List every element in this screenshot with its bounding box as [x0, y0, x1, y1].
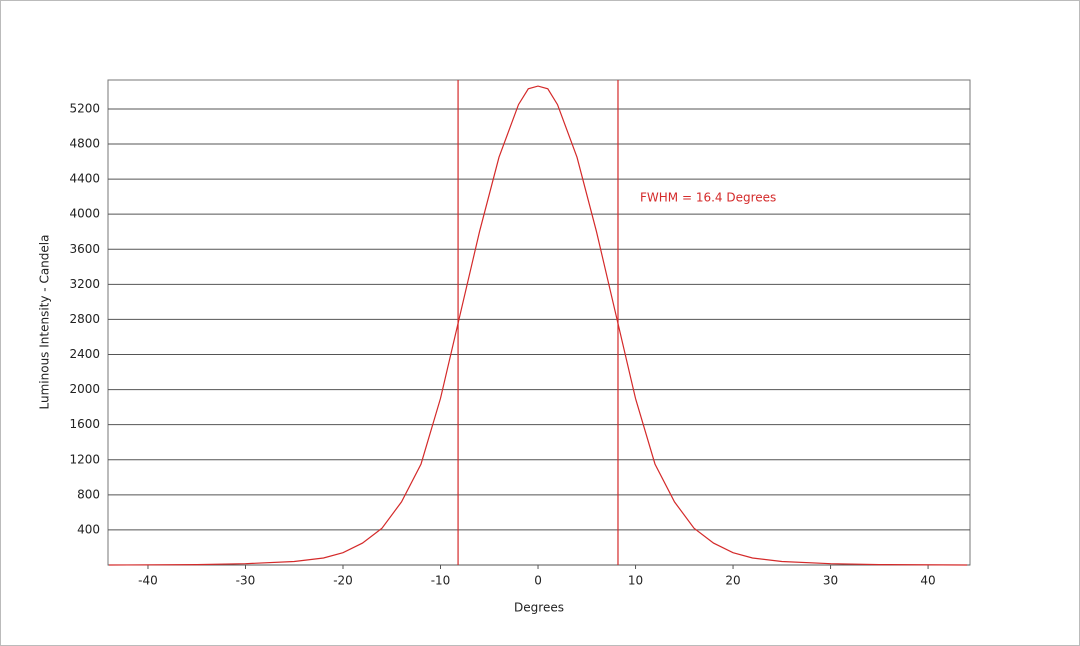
- y-tick-label: 2400: [69, 347, 100, 361]
- y-tick-label: 2000: [69, 382, 100, 396]
- curve: [108, 85, 968, 566]
- y-tick-label: 3200: [69, 277, 100, 291]
- x-tick-label: -40: [138, 574, 158, 588]
- x-tick-label: -10: [431, 574, 451, 588]
- y-tick-label: 5200: [69, 101, 100, 115]
- y-axis-label: Luminous Intensity - Candela: [38, 235, 52, 410]
- y-tick-label: 1600: [69, 417, 100, 431]
- y-tick-label: 4400: [69, 172, 100, 186]
- x-tick-label: 0: [534, 574, 542, 588]
- x-tick-label: -30: [236, 574, 256, 588]
- annotation: FWHM = 16.4 Degrees: [640, 191, 776, 205]
- x-tick-label: 10: [628, 574, 643, 588]
- x-axis-label: Degrees: [514, 601, 564, 615]
- y-tick-label: 2800: [69, 312, 100, 326]
- x-tick-label: -20: [333, 574, 353, 588]
- plot-area: [107, 79, 971, 566]
- y-tick-label: 4000: [69, 207, 100, 221]
- x-tick-label: 40: [920, 574, 935, 588]
- y-tick-label: 3600: [69, 242, 100, 256]
- y-tick-label: 400: [77, 522, 100, 536]
- y-tick-label: 800: [77, 487, 100, 501]
- y-tick-label: 4800: [69, 137, 100, 151]
- x-tick-label: 30: [823, 574, 838, 588]
- x-tick-label: 20: [725, 574, 740, 588]
- y-tick-label: 1200: [69, 452, 100, 466]
